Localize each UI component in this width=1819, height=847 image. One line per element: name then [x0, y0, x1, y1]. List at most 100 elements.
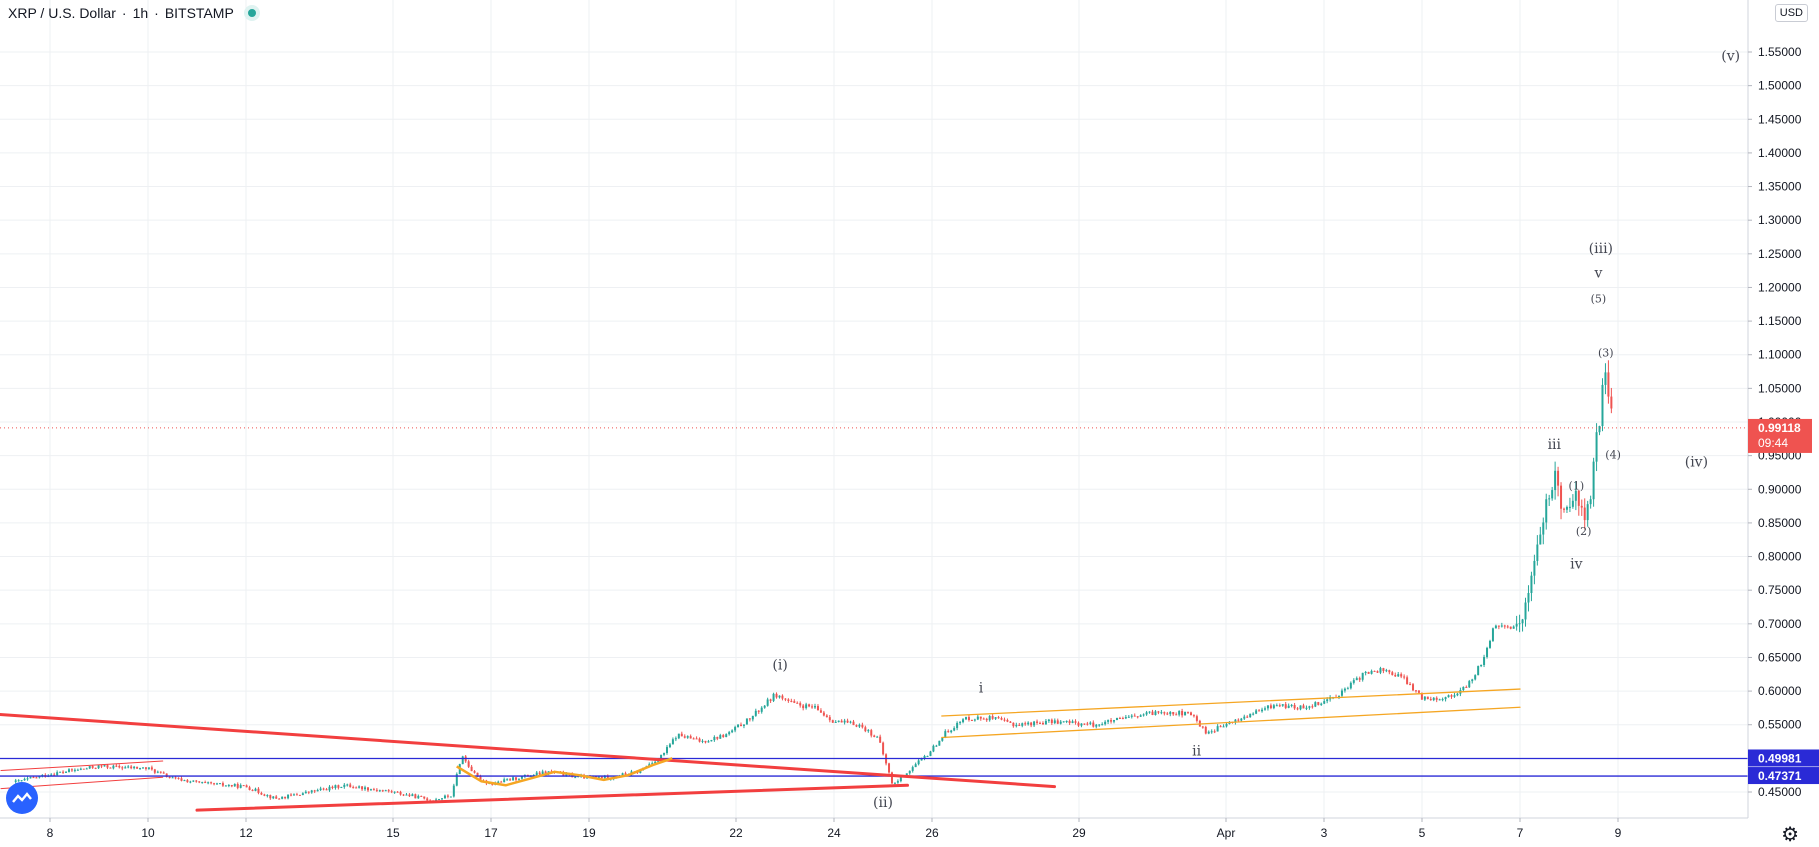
x-tick-label: 12	[239, 826, 253, 840]
candle	[760, 706, 763, 714]
candle	[1453, 692, 1456, 698]
candle	[1323, 698, 1326, 705]
candle	[1033, 720, 1036, 728]
candle	[855, 724, 858, 728]
candle	[1497, 625, 1500, 630]
candle	[515, 777, 518, 782]
candle	[1429, 696, 1432, 701]
gear-icon[interactable]: ⚙	[1781, 824, 1799, 846]
candle	[997, 715, 1000, 719]
candle	[1216, 724, 1219, 732]
candle	[216, 782, 219, 785]
candle	[88, 765, 91, 770]
candle	[53, 772, 56, 776]
candle	[1299, 705, 1302, 711]
interval-label: 1h	[132, 5, 149, 21]
candle	[1435, 696, 1438, 703]
x-tick-label: 29	[1072, 826, 1086, 840]
candle	[1145, 710, 1148, 716]
candle	[834, 720, 837, 723]
candle	[304, 790, 307, 794]
candle	[423, 796, 426, 800]
candle	[242, 785, 245, 787]
candle	[1302, 703, 1305, 709]
candle	[1207, 730, 1210, 735]
candle	[1391, 670, 1394, 676]
candle	[420, 795, 423, 797]
candle	[745, 718, 748, 725]
candle	[988, 715, 991, 722]
y-tick-label: 1.25000	[1758, 247, 1802, 261]
candle	[710, 739, 713, 742]
wave-label: (1)	[1569, 479, 1585, 492]
candle	[1308, 705, 1311, 710]
candle	[814, 703, 817, 709]
current-price-badge	[1748, 418, 1812, 453]
ascending-trend-line	[195, 783, 909, 812]
candle	[251, 789, 254, 792]
candle	[698, 737, 701, 743]
candle	[950, 729, 953, 734]
candle	[316, 788, 319, 792]
currency-scale-button[interactable]: USD	[1774, 4, 1808, 22]
candle	[298, 794, 301, 796]
candle	[1607, 360, 1610, 404]
candle	[375, 788, 378, 793]
candle	[144, 766, 147, 771]
candle	[1503, 624, 1506, 629]
candle	[213, 782, 216, 786]
candle	[438, 798, 441, 801]
candle	[177, 777, 180, 780]
candle	[284, 796, 287, 800]
candle	[1426, 696, 1429, 700]
y-tick-label: 0.70000	[1758, 617, 1802, 631]
candle	[1610, 387, 1613, 414]
candle	[1545, 493, 1548, 530]
candle	[852, 719, 855, 726]
candle	[1554, 461, 1557, 500]
candle	[156, 770, 159, 774]
candle	[76, 768, 79, 771]
candle	[1083, 723, 1086, 726]
candle	[683, 734, 686, 739]
x-tick-label: 9	[1615, 826, 1622, 840]
candle	[118, 764, 121, 769]
candle	[1059, 719, 1062, 725]
candle	[1583, 498, 1586, 530]
candle	[985, 717, 988, 722]
candle	[396, 791, 399, 793]
candle	[784, 698, 787, 702]
candle	[1403, 674, 1406, 680]
candle	[1385, 668, 1388, 673]
wave-label: (iv)	[1685, 454, 1708, 470]
candle	[1364, 670, 1367, 676]
candle	[1015, 722, 1018, 728]
candle	[816, 704, 819, 711]
candle	[337, 784, 340, 790]
candle	[1198, 719, 1201, 727]
candle	[1133, 713, 1136, 717]
candle	[414, 793, 417, 799]
candle	[390, 789, 393, 794]
candle	[811, 704, 814, 709]
candle	[870, 728, 873, 738]
tradingview-logo-icon[interactable]	[6, 782, 38, 814]
candle	[204, 780, 207, 784]
candle	[1243, 714, 1246, 721]
chart-grid	[0, 0, 1748, 818]
candle	[1293, 702, 1296, 710]
chart-legend[interactable]: XRP / U.S. Dollar · 1h · BITSTAMP	[8, 5, 256, 21]
channel-upper-line	[941, 688, 1521, 717]
candle	[707, 739, 710, 743]
candle	[361, 786, 364, 791]
candle	[130, 764, 133, 770]
candle	[23, 777, 26, 781]
candle	[1518, 614, 1521, 633]
candle	[150, 765, 153, 771]
candle	[1367, 671, 1370, 674]
candle	[1050, 718, 1053, 725]
x-tick-label: 24	[827, 826, 841, 840]
candle	[737, 724, 740, 728]
candle	[1527, 585, 1530, 612]
